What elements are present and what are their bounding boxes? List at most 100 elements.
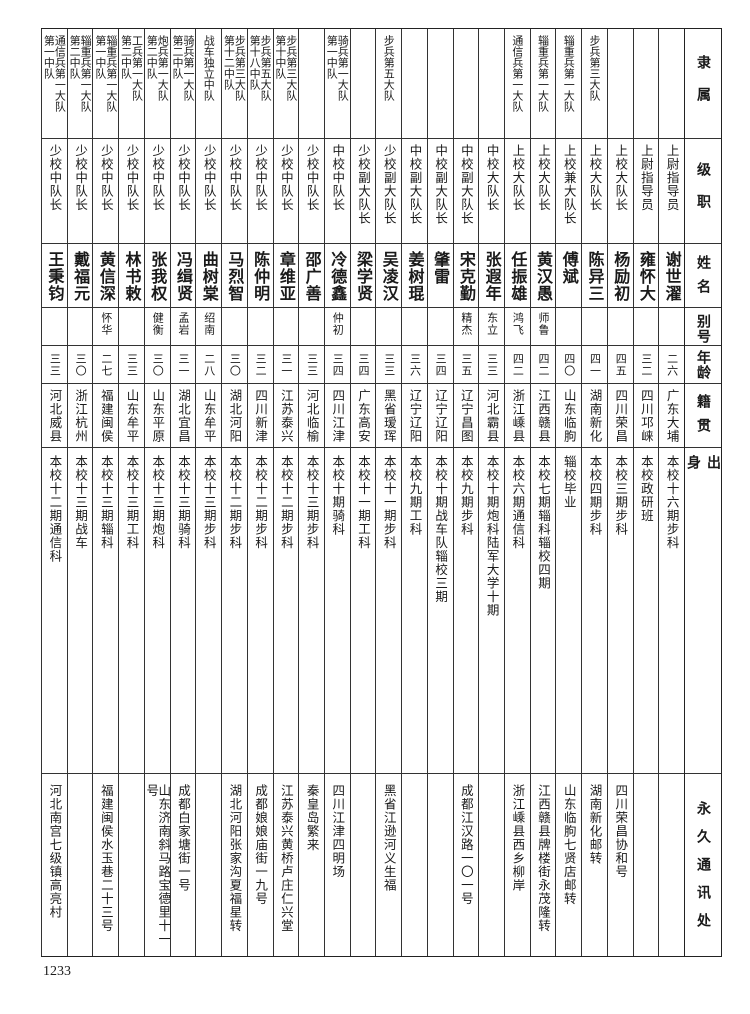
cell-name: 冷德鑫: [324, 244, 350, 308]
alias-text: 精杰: [459, 312, 473, 336]
cell-age: 三四: [324, 346, 350, 384]
cell-address: 秦皇岛繁来: [299, 774, 324, 958]
address-text: 江西赣县牌楼街永茂隆转: [536, 784, 552, 933]
background-text: 本校四期步科: [587, 455, 603, 536]
cell-rank: 中校副大队长: [402, 139, 427, 244]
age-text: 四二: [511, 352, 525, 377]
cell-background: 本校九期工科: [402, 448, 427, 774]
cell-native-place: 浙江杭州: [67, 384, 93, 448]
header-native-place: 籍贯: [685, 384, 721, 448]
cell-native-place: 山东牟平: [196, 384, 222, 448]
cell-rank: 少校中队长: [222, 139, 247, 244]
cell-unit: 步兵第三大队: [582, 29, 607, 139]
name-text: 傅斌: [559, 251, 579, 285]
rank-text: 中校大队长: [484, 144, 500, 212]
age-text: 三二: [639, 352, 653, 377]
cell-background: 本校十期战车队辎校三期: [427, 448, 453, 774]
rank-text: 上校大队长: [587, 144, 603, 212]
cell-rank: 中校副大队长: [427, 139, 453, 244]
cell-background: 本校十二期通信科: [42, 448, 67, 774]
address-text: 黑省江逊河义生福: [381, 784, 397, 892]
cell-background: 本校十三期辎科: [93, 448, 119, 774]
cell-address: [119, 774, 144, 958]
rank-text: 少校副大队长: [381, 144, 397, 225]
cell-age: 三三: [299, 346, 324, 384]
person-column: 辎重兵第一大队 第二中队 少校中队长 戴福元 三〇 浙江杭州 本校十三期战车: [66, 29, 93, 956]
native-place-text: 山东牟平: [124, 389, 140, 443]
header-address-label: 永久通讯处: [695, 801, 711, 941]
cell-unit: 辎重兵第一大队 第一中队: [93, 29, 119, 139]
cell-name: 戴福元: [67, 244, 93, 308]
cell-unit: [299, 29, 324, 139]
cell-alias: 绍南: [196, 308, 222, 346]
native-place-text: 河北临榆: [304, 389, 320, 443]
address-text: 成都江汉路一〇一号: [458, 784, 474, 906]
header-name-label: 姓名: [695, 255, 711, 303]
cell-native-place: 四川荣昌: [607, 384, 633, 448]
cell-rank: 少校中队长: [42, 139, 67, 244]
cell-address: [634, 774, 659, 958]
alias-text: 怀华: [99, 312, 113, 336]
cell-rank: 上校大队长: [607, 139, 633, 244]
person-column: 辎重兵第一大队 上校大队长 黄汉愚 师鲁 四二 江西赣县 本校七期辎科辎校四期 江西赣县牌楼街…: [529, 29, 556, 956]
header-age-label: 年龄: [695, 349, 711, 380]
age-text: 三四: [357, 352, 371, 377]
cell-name: 章维亚: [273, 244, 299, 308]
person-column: 中校副大队长 姜树琨 三六 辽宁辽阳 本校九期工科: [401, 29, 427, 956]
cell-native-place: 河北威县: [42, 384, 67, 448]
header-name: 姓名: [685, 244, 721, 308]
name-text: 马烈智: [225, 251, 245, 302]
cell-name: 王秉钧: [42, 244, 67, 308]
age-text: 三四: [434, 352, 448, 377]
age-text: 三〇: [74, 352, 88, 377]
cell-address: [402, 774, 427, 958]
alias-text: 孟岩: [176, 312, 190, 336]
cell-age: 三〇: [144, 346, 170, 384]
cell-age: 三三: [479, 346, 504, 384]
cell-name: 梁学贤: [350, 244, 376, 308]
header-background: 出身: [685, 448, 721, 774]
rank-text: 少校中队长: [150, 144, 166, 212]
cell-age: 四二: [530, 346, 556, 384]
cell-unit: 炮兵第一大队 第二中队: [144, 29, 170, 139]
cell-name: 雍怀大: [633, 244, 659, 308]
cell-background: 本校十三期工科: [119, 448, 144, 774]
name-text: 谢世濯: [662, 251, 682, 302]
cell-alias: [247, 308, 273, 346]
name-text: 陈仲明: [251, 251, 271, 302]
cell-native-place: 河北霸县: [479, 384, 504, 448]
cell-alias: [633, 308, 659, 346]
alias-text: 绍南: [202, 312, 216, 336]
native-place-text: 山东平原: [150, 389, 166, 443]
background-text: 本校十一期步科: [381, 455, 397, 550]
cell-address: 山东济南斜马路宝德里十一号: [145, 774, 170, 958]
cell-name: 肇雷: [427, 244, 453, 308]
cell-rank: 上尉指导员: [633, 139, 659, 244]
cell-background: 本校十三期步科: [299, 448, 324, 774]
cell-alias: [402, 308, 427, 346]
address-text: 福建闽侯水玉巷二十三号: [98, 784, 114, 933]
name-text: 黄信深: [96, 251, 116, 302]
cell-address: [659, 774, 684, 958]
cell-name: 姜树琨: [402, 244, 427, 308]
cell-alias: [67, 308, 93, 346]
cell-background: 本校十三期骑科: [170, 448, 196, 774]
cell-alias: [350, 308, 376, 346]
name-text: 张我权: [148, 251, 168, 302]
background-text: 本校十一期工科: [356, 455, 372, 550]
cell-age: 四五: [607, 346, 633, 384]
cell-native-place: 四川新津: [247, 384, 273, 448]
age-text: 二七: [99, 352, 113, 377]
person-column: 炮兵第一大队 第二中队 少校中队长 张我权 健衡 三〇 山东平原 本校十三期炮科 山东济南斜马…: [143, 29, 170, 958]
background-text: 本校十六期步科: [664, 455, 680, 550]
cell-unit: 步兵第三大队 第十中队: [273, 29, 299, 139]
cell-native-place: 山东牟平: [119, 384, 144, 448]
native-place-text: 湖北宜昌: [175, 389, 191, 443]
rank-text: 少校中队长: [253, 144, 269, 212]
cell-age: 四一: [582, 346, 607, 384]
alias-text: 健衡: [151, 312, 165, 336]
cell-rank: 上校大队长: [530, 139, 556, 244]
name-text: 陈异三: [585, 251, 605, 302]
address-text: 河北南宫七级镇高亮村: [47, 784, 63, 919]
native-place-text: 河北霸县: [484, 389, 500, 443]
